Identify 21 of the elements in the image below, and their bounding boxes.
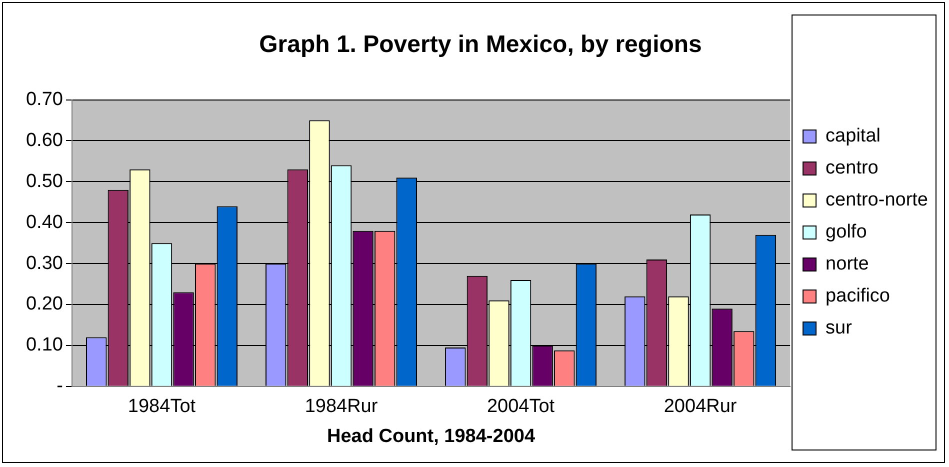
legend-label: norte — [826, 254, 869, 275]
y-tick-label: 0.10 — [26, 334, 63, 356]
x-tick-label: 1984Tot — [128, 396, 196, 418]
legend-label: centro — [826, 158, 878, 179]
chart-title: Graph 1. Poverty in Mexico, by regions — [259, 31, 702, 58]
y-tick-label: 0.60 — [26, 130, 63, 151]
legend-label: golfo — [826, 222, 867, 243]
x-tick-label: 2004Tot — [486, 396, 556, 418]
y-tick-label: - — [56, 376, 63, 397]
legend-label: centro-norte — [826, 190, 928, 211]
x-axis-title: Head Count, 1984-2004 — [327, 426, 536, 447]
y-tick-label: 0.70 — [26, 89, 63, 110]
y-tick-label: 0.20 — [26, 294, 63, 315]
legend-label: sur — [826, 318, 853, 339]
x-tick-label: 2004Rur — [664, 396, 738, 418]
y-tick-label: 0.50 — [26, 170, 63, 192]
legend-label: pacifico — [826, 286, 890, 307]
y-tick-label: 0.30 — [26, 252, 63, 274]
x-tick-label: 1984Rur — [304, 396, 378, 418]
y-tick-label: 0.40 — [26, 212, 63, 233]
legend-label: capital — [826, 126, 880, 147]
